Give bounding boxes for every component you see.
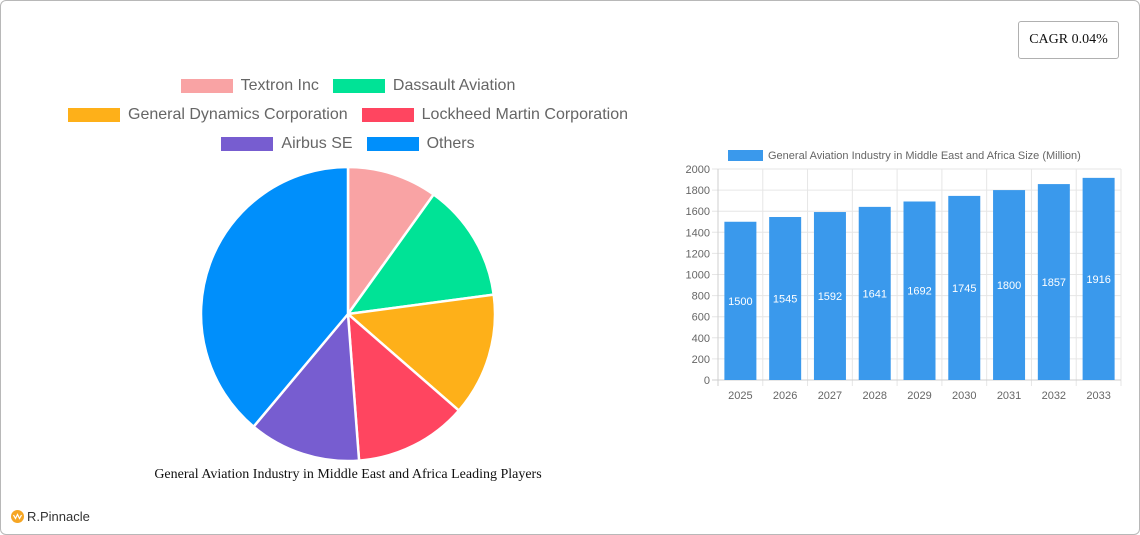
legend-label: Textron Inc: [240, 77, 319, 94]
legend-label: Others: [426, 135, 475, 152]
legend-swatch: [361, 108, 414, 122]
x-tick-label: 2025: [728, 390, 752, 402]
legend-item-general-dynamics[interactable]: General Dynamics Corporation: [68, 106, 348, 124]
y-tick-label: 400: [692, 333, 710, 345]
y-tick-label: 200: [692, 354, 710, 366]
bar-2033[interactable]: [1082, 177, 1115, 380]
legend-item-lockheed[interactable]: Lockheed Martin Corporation: [361, 106, 628, 124]
x-tick-label: 2031: [997, 390, 1021, 402]
x-tick-label: 2032: [1042, 390, 1066, 402]
pie-slice-lockheed-martin-corporation[interactable]: [346, 311, 461, 462]
legend-swatch: [332, 79, 385, 93]
bar-value-label: 1916: [1086, 274, 1110, 286]
y-tick-label: 1800: [686, 185, 710, 197]
bar-value-label: 1592: [818, 291, 842, 303]
legend-label: Lockheed Martin Corporation: [421, 106, 628, 123]
bar-2026[interactable]: [769, 217, 802, 380]
x-tick-label: 2029: [907, 390, 931, 402]
legend-item-others[interactable]: Others: [366, 135, 475, 153]
y-tick-label: 1200: [686, 248, 710, 260]
y-tick-label: 1600: [686, 206, 710, 218]
legend-item-textron[interactable]: Textron Inc: [180, 77, 319, 95]
pie-slice-others[interactable]: [199, 165, 350, 429]
pie-legend-row-3: Airbus SE Others: [0, 135, 696, 153]
bar-value-label: 1800: [997, 280, 1021, 292]
brand-logo: R.Pinnacle: [11, 509, 90, 524]
cagr-badge: CAGR 0.04%: [1018, 21, 1119, 59]
legend-item-airbus[interactable]: Airbus SE: [221, 135, 353, 153]
pie-chart-title: General Aviation Industry in Middle East…: [154, 467, 542, 482]
bar-value-label: 1692: [907, 286, 931, 298]
x-tick-label: 2027: [818, 390, 842, 402]
bar-2028[interactable]: [858, 206, 891, 380]
bar-value-label: 1500: [728, 296, 752, 308]
y-tick-label: 1000: [686, 270, 710, 282]
brand-name: R.Pinnacle: [27, 509, 90, 524]
x-tick-label: 2026: [773, 390, 797, 402]
pinnacle-logo-icon: [11, 510, 24, 523]
legend-swatch: [366, 137, 419, 151]
pie-chart: [199, 165, 497, 463]
x-tick-label: 2030: [952, 390, 976, 402]
legend-label: General Dynamics Corporation: [128, 106, 348, 123]
pie-legend-row-1: Textron Inc Dassault Aviation: [0, 77, 696, 95]
x-tick-label: 2028: [862, 390, 886, 402]
y-tick-label: 0: [704, 375, 710, 387]
bar-2025[interactable]: [724, 221, 757, 380]
x-tick-label: 2033: [1086, 390, 1110, 402]
pie-slice-dassault-aviation[interactable]: [345, 192, 496, 316]
bar-legend-label: General Aviation Industry in Middle East…: [768, 150, 1081, 162]
legend-swatch: [180, 79, 233, 93]
bar-legend-swatch: [728, 150, 763, 161]
legend-swatch: [221, 137, 274, 151]
bar-chart: General Aviation Industry in Middle East…: [686, 150, 1122, 402]
y-tick-label: 2000: [686, 164, 710, 176]
bar-2029[interactable]: [903, 201, 936, 380]
pie-slice-airbus-se[interactable]: [251, 310, 361, 463]
pie-slice-textron-inc[interactable]: [346, 165, 436, 318]
bar-2031[interactable]: [993, 190, 1026, 380]
legend-label: Airbus SE: [281, 135, 353, 152]
pie-slice-general-dynamics-corporation[interactable]: [345, 293, 497, 413]
legend-label: Dassault Aviation: [392, 77, 516, 94]
bar-value-label: 1641: [862, 288, 886, 300]
legend-swatch: [68, 108, 120, 122]
bar-2030[interactable]: [948, 195, 981, 380]
pie-legend-row-2: General Dynamics Corporation Lockheed Ma…: [0, 106, 696, 124]
bar-value-label: 1857: [1042, 277, 1066, 289]
y-tick-label: 1400: [686, 227, 710, 239]
bar-value-label: 1545: [773, 294, 797, 306]
bar-value-label: 1745: [952, 283, 976, 295]
bar-2032[interactable]: [1037, 184, 1070, 380]
y-tick-label: 600: [692, 312, 710, 324]
legend-item-dassault[interactable]: Dassault Aviation: [332, 77, 516, 95]
bar-2027[interactable]: [813, 212, 846, 380]
y-tick-label: 800: [692, 291, 710, 303]
